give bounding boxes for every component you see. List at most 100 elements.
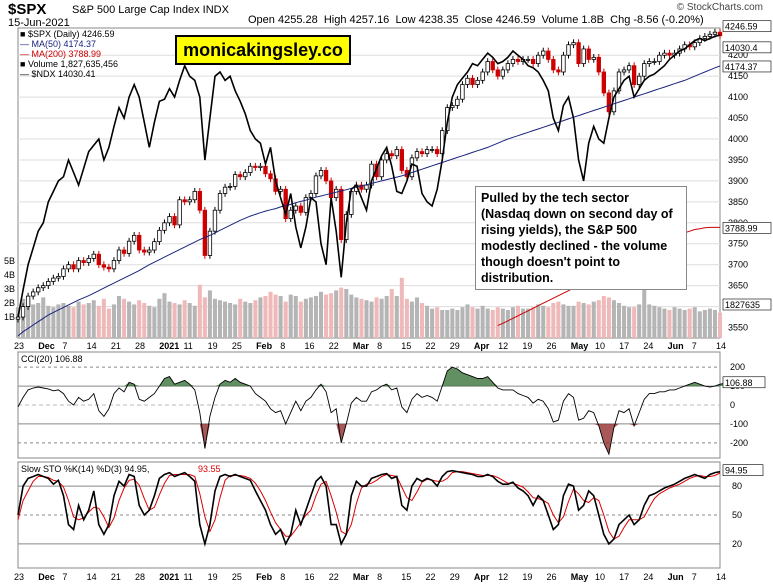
volume-bar: [445, 310, 450, 338]
legend-volume: ■ Volume 1,827,635,456: [20, 59, 119, 69]
candle-body: [248, 165, 253, 173]
price-tick-label: 4100: [728, 92, 748, 102]
price-tick-label: 3900: [728, 176, 748, 186]
volume-bar: [606, 297, 611, 338]
x-tick-label: 8: [377, 341, 382, 351]
volume-bar: [106, 308, 111, 338]
volume-bar: [167, 301, 172, 338]
x-tick-label: 29: [450, 341, 460, 351]
watermark: monicakingsley.co: [175, 35, 351, 65]
cci-tick-label: 200: [730, 362, 745, 372]
x-tick-label: May: [571, 572, 589, 582]
volume-bar: [329, 293, 334, 338]
volume-bar: [172, 303, 177, 338]
volume-price-tag: 1827635: [725, 300, 760, 310]
volume-bar: [420, 303, 425, 338]
candle-body: [116, 249, 122, 261]
sto-tick-label: 50: [732, 510, 742, 520]
volume-tick-label: 2B: [4, 298, 15, 308]
x-tick-label: 25: [232, 341, 242, 351]
candle-body: [268, 173, 273, 180]
candle-body: [121, 249, 127, 254]
volume-bar: [521, 308, 526, 338]
volume-bar: [662, 308, 667, 338]
candle-body: [96, 253, 101, 266]
volume-bar: [430, 308, 435, 338]
candle-body: [157, 229, 162, 243]
candle-body: [263, 165, 268, 175]
x-tick-label: 7: [692, 572, 697, 582]
candle-body: [288, 209, 293, 220]
volume-bar: [571, 305, 576, 338]
volume-bar: [71, 307, 76, 338]
volume-bar: [561, 304, 566, 338]
candle-body: [510, 59, 516, 65]
volume-bar: [288, 294, 293, 338]
brand-credit[interactable]: © StockCharts.com: [676, 2, 763, 13]
volume-bar: [86, 303, 91, 338]
symbol: $SPX: [8, 1, 47, 18]
price-tick-label: 4200: [728, 50, 748, 60]
volume-bar: [46, 305, 51, 338]
volume-bar: [61, 303, 66, 338]
x-tick-label: 16: [304, 572, 314, 582]
cci-tick-label: -200: [730, 438, 748, 448]
volume-bar: [66, 305, 71, 338]
candle-body: [172, 216, 177, 226]
volume-bar: [637, 304, 642, 338]
volume-bar: [399, 277, 404, 338]
volume-bar: [344, 289, 349, 338]
candle-body: [470, 77, 475, 85]
candle-body: [500, 69, 506, 77]
volume-tick-label: 1B: [4, 312, 15, 322]
x-tick-label: Dec: [38, 341, 55, 351]
volume-bar: [697, 311, 702, 338]
x-tick-label: 10: [595, 572, 605, 582]
x-tick-label: 7: [62, 341, 67, 351]
candle-body: [197, 190, 202, 211]
candle-body: [667, 52, 672, 56]
ndx-price-tag: 14030.4: [725, 43, 758, 53]
candle-body: [399, 149, 404, 171]
close-value: Close 4246.59: [464, 14, 536, 26]
volume-bar: [15, 307, 21, 338]
candle-body: [318, 170, 324, 177]
x-tick-label: 21: [111, 572, 121, 582]
volume-bar: [581, 303, 586, 338]
volume-bar: [137, 300, 142, 338]
ma50-price-tag: 4174.37: [725, 62, 758, 72]
candle-body: [712, 31, 718, 35]
candle-body: [414, 151, 420, 159]
volume-bar: [212, 298, 217, 338]
x-tick-label: 19: [522, 341, 532, 351]
ndx-line: [17, 34, 721, 318]
volume-bar: [622, 305, 627, 338]
volume-bar: [56, 304, 61, 338]
price-tick-label: 4000: [728, 134, 748, 144]
volume-bar: [601, 296, 606, 338]
price-tick-label: 4050: [728, 113, 748, 123]
candle-body: [561, 54, 566, 73]
volume-bar: [223, 301, 228, 338]
cci-overbought-fill: [18, 367, 731, 387]
volume-bar: [556, 301, 561, 338]
candle-body: [495, 69, 500, 77]
candle-body: [313, 175, 319, 194]
volume-bar: [273, 294, 278, 338]
candle-body: [662, 52, 667, 56]
candle-body: [207, 230, 213, 256]
x-tick-label: 22: [329, 572, 339, 582]
volume-bar: [616, 303, 622, 338]
candle-body: [86, 258, 91, 263]
volume-bar: [31, 304, 36, 338]
x-tick-label: Jun: [668, 572, 684, 582]
volume-bar: [101, 298, 106, 338]
volume-bar: [717, 312, 723, 338]
candle-body: [162, 222, 167, 231]
candle-body: [187, 199, 192, 203]
candle-body: [41, 285, 46, 289]
volume-bar: [116, 296, 122, 338]
x-tick-label: 14: [716, 572, 726, 582]
